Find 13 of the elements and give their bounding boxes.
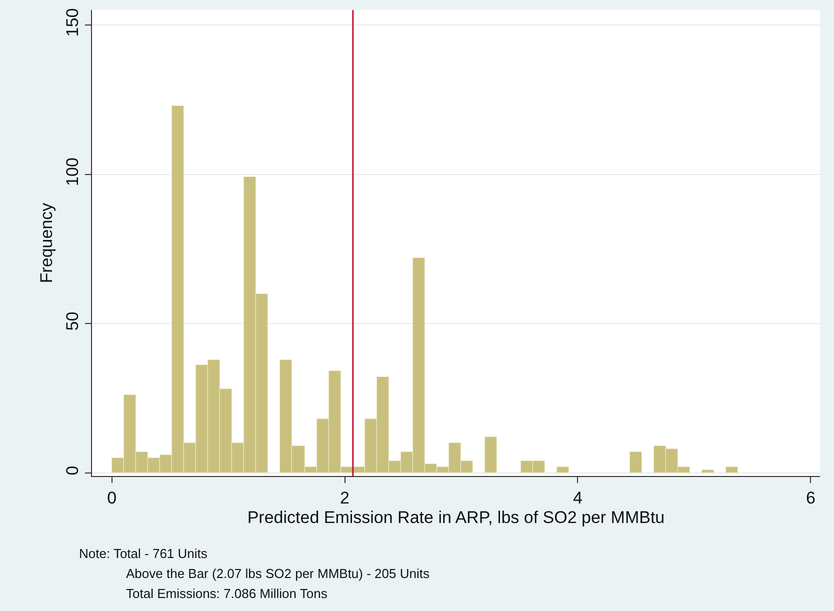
y-tick-label: 100 (63, 158, 82, 186)
x-tick-label: 6 (806, 488, 816, 508)
x-tick-label: 2 (340, 488, 350, 508)
x-tick-label: 0 (107, 488, 117, 508)
y-axis-title: Frequency (36, 202, 56, 284)
y-tick-label: 50 (63, 312, 82, 331)
y-tick-label: 150 (63, 8, 82, 37)
y-tick-label: 0 (63, 466, 82, 476)
x-axis-title: Predicted Emission Rate in ARP, lbs of SO2 per MMBtu (247, 508, 665, 527)
text: Above the Bar (2.07 lbs SO2 per MMBtu) - 205 Units (126, 566, 430, 581)
text: Note: Total - 761 Units (79, 546, 208, 561)
x-tick-label: 4 (572, 488, 582, 508)
text: Total Emissions: 7.086 Million Tons (126, 586, 328, 601)
